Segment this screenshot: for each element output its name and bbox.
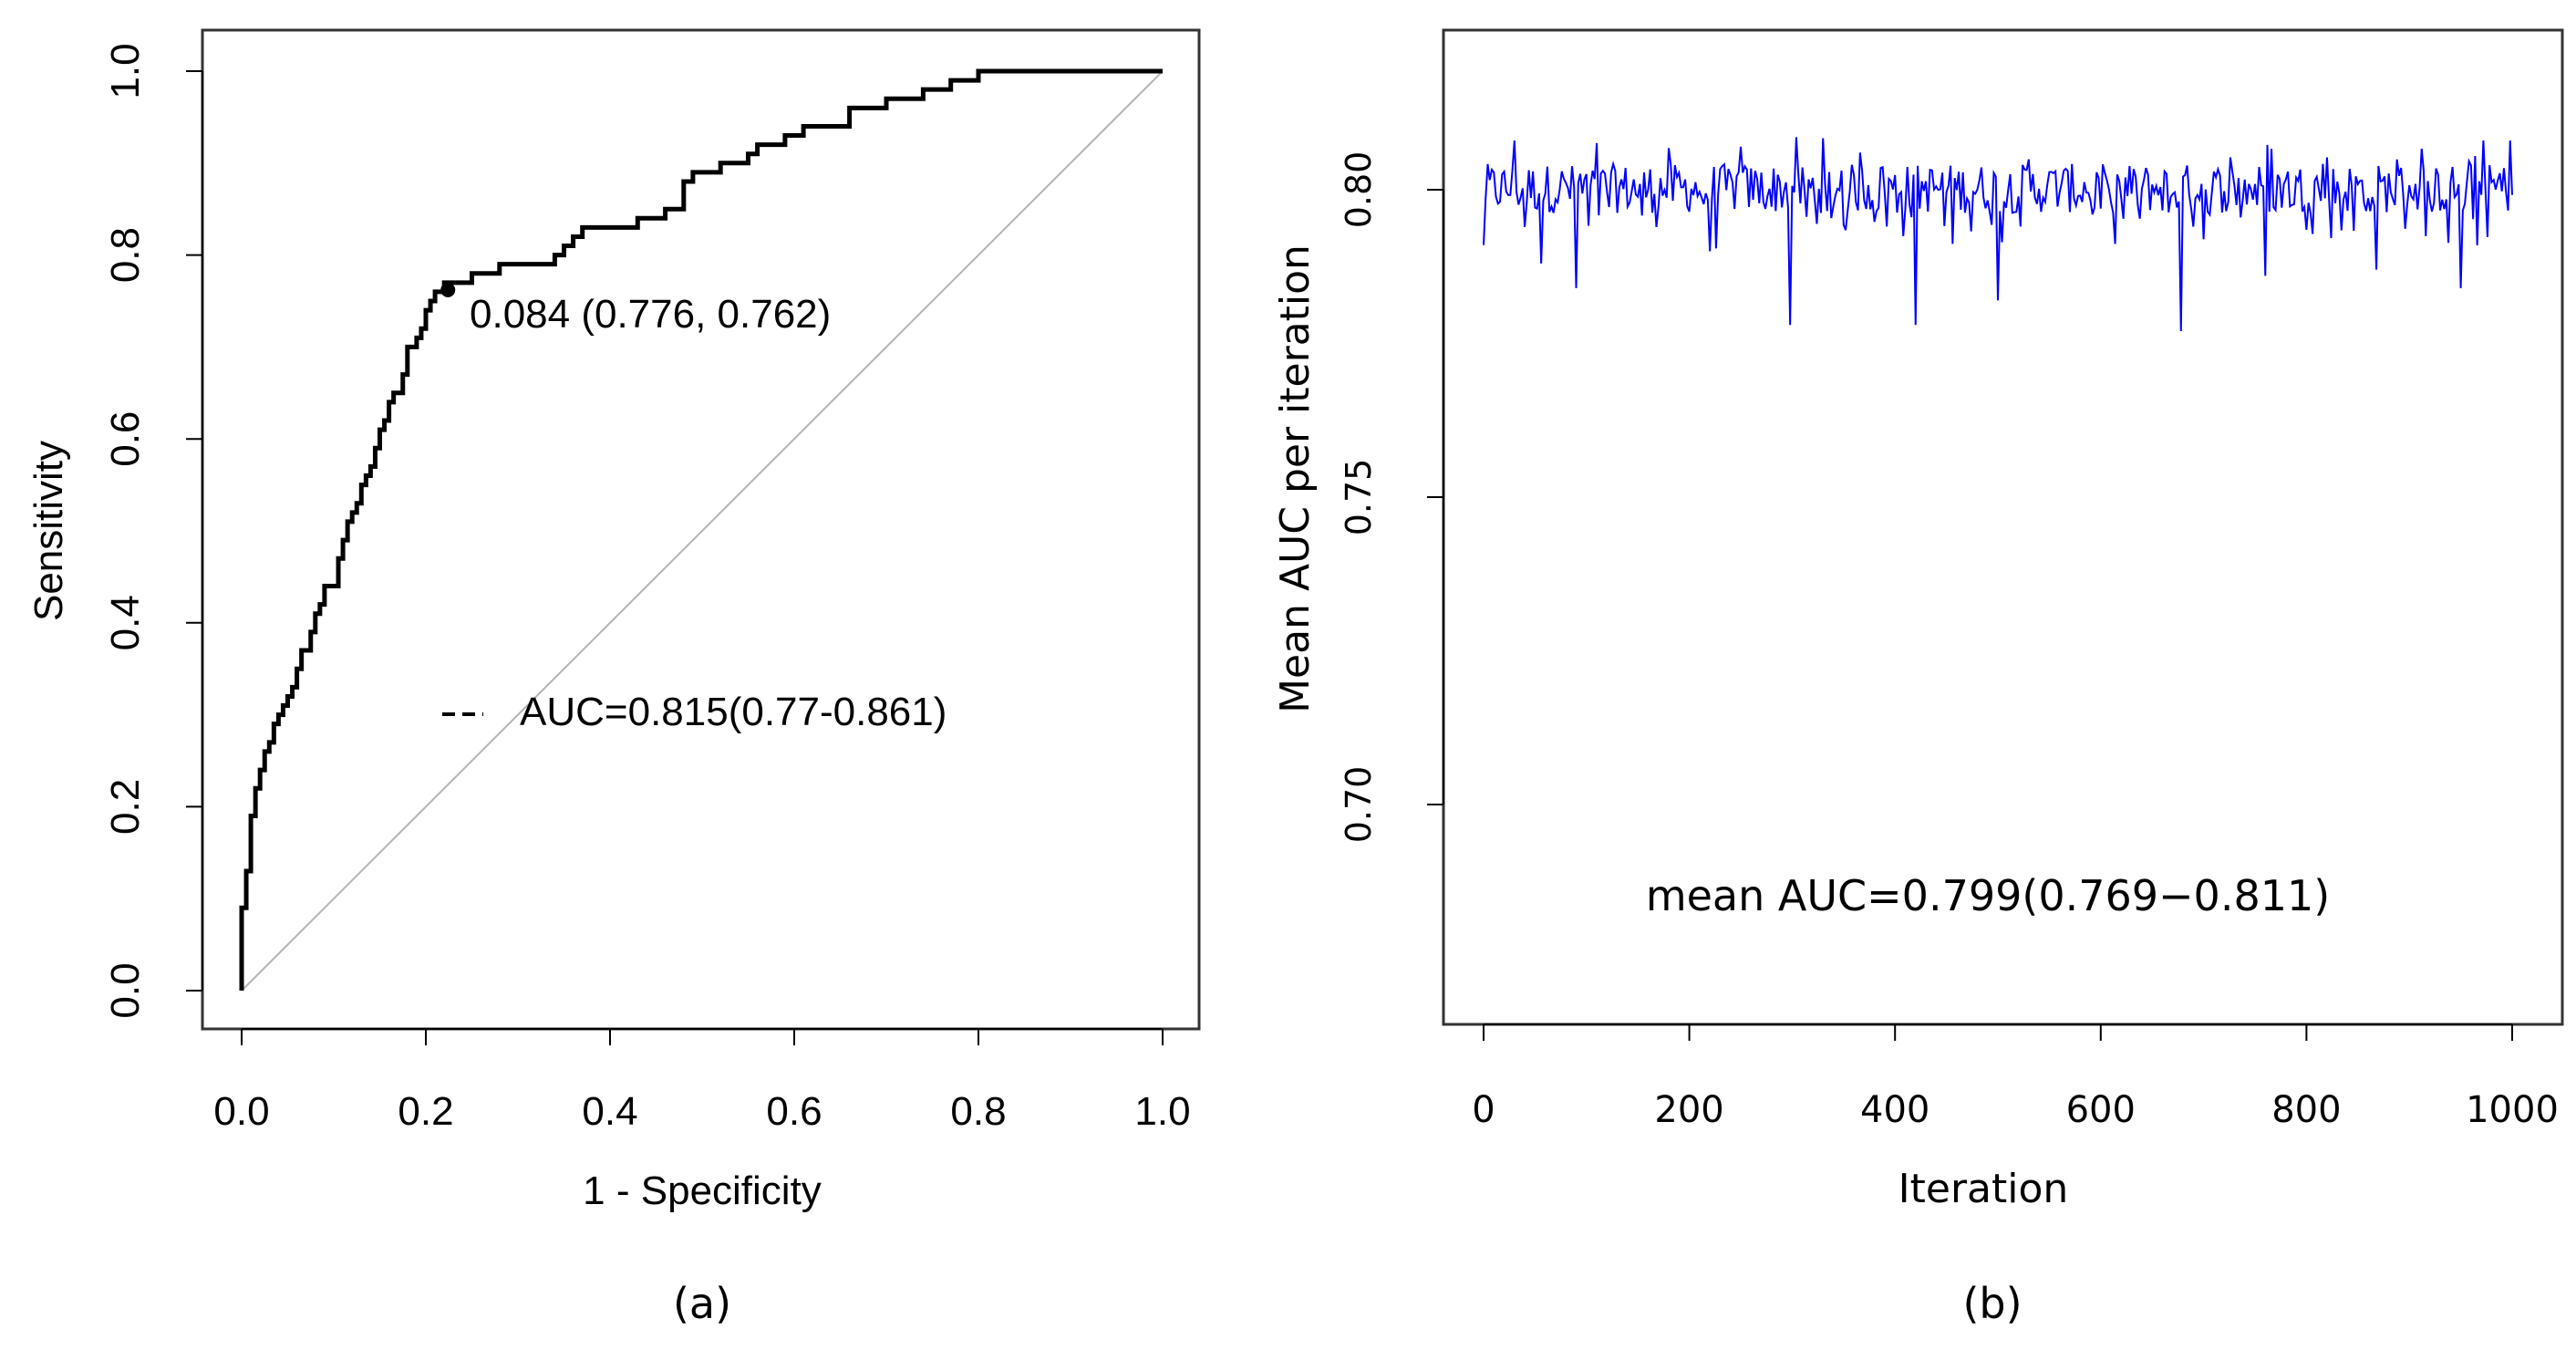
iteration-y-tick-label: 0.75 (1339, 459, 1379, 536)
roc-x-tick-label: 0.8 (950, 1089, 1006, 1134)
iteration-x-label: Iteration (1898, 1166, 2069, 1212)
iteration-y-axis: 0.70 0.75 0.80 (1339, 151, 1444, 844)
iteration-x-tick-label: 600 (2066, 1089, 2136, 1131)
panel-label-b: (b) (1962, 1279, 2022, 1328)
iteration-x-tick-label: 400 (1860, 1089, 1929, 1131)
iteration-x-axis: 0 200 400 600 800 1000 (1472, 1023, 2559, 1131)
roc-x-tick-label: 0.0 (213, 1089, 269, 1134)
iteration-x-tick-label: 1000 (2466, 1089, 2559, 1131)
roc-y-axis: 0.0 0.2 0.4 0.6 0.8 1.0 (103, 43, 203, 1019)
roc-x-label: 1 - Specificity (583, 1168, 822, 1213)
roc-x-axis: 0.0 0.2 0.4 0.6 0.8 1.0 (213, 1028, 1191, 1134)
iteration-y-label: Mean AUC per iteration (1272, 244, 1319, 713)
roc-legend-text: AUC=0.815(0.77-0.861) (520, 690, 947, 734)
roc-y-label: Sensitivity (26, 441, 71, 621)
roc-threshold-point (440, 282, 456, 297)
roc-y-tick-label: 0.2 (103, 779, 148, 835)
roc-reference-diagonal (241, 70, 1164, 992)
iteration-x-tick-label: 0 (1472, 1089, 1495, 1131)
roc-y-tick-label: 0.0 (103, 962, 148, 1018)
roc-x-tick-label: 0.6 (766, 1089, 822, 1134)
roc-y-tick-label: 0.8 (103, 227, 148, 283)
auc-trace-line (1483, 137, 2513, 332)
roc-x-tick-label: 1.0 (1134, 1089, 1190, 1134)
panel-label-a: (a) (673, 1279, 731, 1328)
iteration-x-tick-label: 200 (1654, 1089, 1723, 1131)
roc-threshold-label: 0.084 (0.776, 0.762) (470, 292, 831, 337)
roc-plot-frame (201, 28, 1201, 1031)
roc-y-tick-label: 0.4 (103, 595, 148, 650)
iteration-x-tick-label: 800 (2271, 1089, 2341, 1131)
iteration-y-tick-label: 0.70 (1339, 766, 1379, 844)
roc-x-tick-label: 0.4 (582, 1089, 637, 1134)
roc-y-tick-label: 0.6 (103, 411, 148, 467)
mean-auc-annotation: mean AUC=0.799(0.769−0.811) (1646, 871, 2330, 920)
iteration-panel: 0 200 400 600 800 1000 0.70 0.75 0.80 mean AUC=… (1272, 28, 2564, 1328)
roc-x-tick-label: 0.2 (398, 1089, 453, 1134)
roc-panel: 0.0 0.2 0.4 0.6 0.8 1.0 0.0 0.2 0.4 0.6 0.8 1.0 0.… (26, 28, 1201, 1328)
roc-y-tick-label: 1.0 (103, 43, 148, 99)
iteration-y-tick-label: 0.80 (1339, 151, 1379, 229)
